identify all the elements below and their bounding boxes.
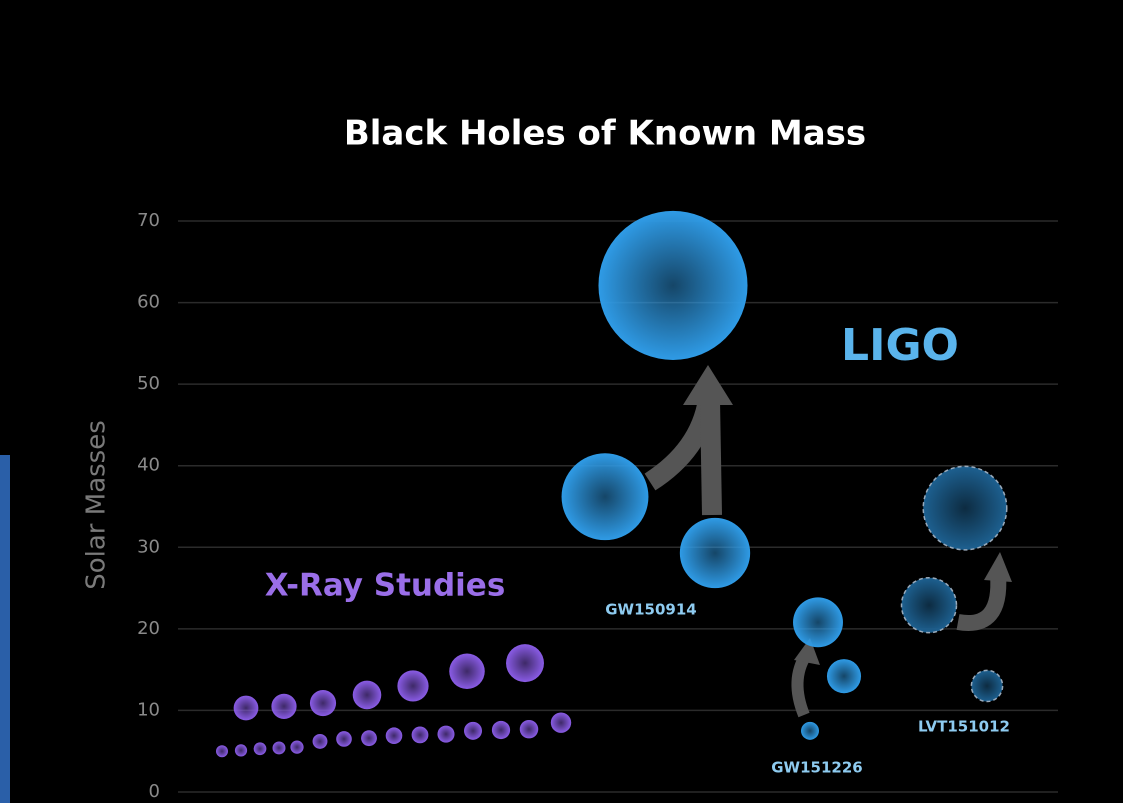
y-tick-label: 60 <box>137 292 160 313</box>
bubble <box>561 453 649 541</box>
bubble <box>922 465 1008 551</box>
bubble <box>519 719 539 739</box>
bubble <box>506 644 544 683</box>
bubble <box>271 693 297 719</box>
series-label: LVT151012 <box>918 718 1010 736</box>
bubble <box>234 744 248 757</box>
y-tick-label: 0 <box>149 781 160 802</box>
arrow <box>956 574 1007 631</box>
bubble <box>970 669 1004 703</box>
bubble <box>679 517 751 589</box>
y-tick-label: 40 <box>137 455 160 476</box>
bubble <box>464 721 482 740</box>
arrow <box>700 399 722 516</box>
bubble <box>598 210 748 360</box>
bubble <box>312 733 328 749</box>
bubble <box>309 690 337 717</box>
bubble <box>437 725 455 743</box>
annotation: LIGO <box>841 320 959 371</box>
bubble <box>336 731 352 747</box>
arrowhead <box>984 552 1012 582</box>
bubble <box>233 695 259 721</box>
arrowhead <box>683 365 733 405</box>
bubble <box>550 712 572 733</box>
arrowhead <box>794 638 820 665</box>
series-label: GW150914 <box>605 601 696 619</box>
bubble <box>449 653 485 690</box>
arrows <box>644 398 1007 718</box>
marks: X-Ray Studies GW150914 GW151226 LVT151012 <box>216 210 1010 777</box>
bubble <box>491 720 511 740</box>
y-tick-label: 30 <box>137 536 160 557</box>
bubble <box>793 597 843 648</box>
series-label: X-Ray Studies <box>265 568 506 604</box>
bubble <box>361 730 377 747</box>
bubble <box>216 745 228 758</box>
bubble <box>411 726 429 744</box>
bubble <box>826 659 862 694</box>
bubble <box>272 741 286 755</box>
bubble <box>397 670 429 702</box>
bubble <box>801 721 819 740</box>
arrowheads <box>683 365 1012 665</box>
bubble <box>290 740 304 754</box>
y-tick-label: 20 <box>137 618 160 639</box>
bubble <box>900 576 958 634</box>
y-tick-label: 50 <box>137 373 160 394</box>
bubble <box>253 742 267 756</box>
edge-image <box>0 455 10 803</box>
bubble <box>352 680 382 710</box>
y-axis-label: Solar Masses <box>82 420 112 590</box>
bubble <box>385 727 403 744</box>
chart-title: Black Holes of Known Mass <box>344 114 866 154</box>
grid: 0 10 20 30 40 50 60 70 <box>137 210 1058 802</box>
series-label: GW151226 <box>771 759 862 777</box>
y-tick-label: 10 <box>137 699 160 720</box>
y-tick-label: 70 <box>137 210 160 231</box>
